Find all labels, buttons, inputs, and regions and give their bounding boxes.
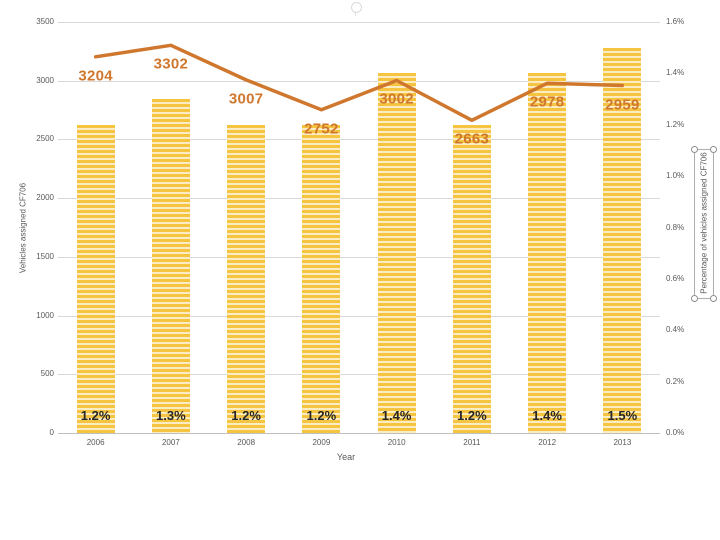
line-data-label: 3007 xyxy=(228,90,264,108)
selection-handle-top-left[interactable] xyxy=(691,146,698,153)
line-data-label: 2978 xyxy=(529,93,565,111)
right-axis-tick: 0.2% xyxy=(666,376,685,386)
right-axis-tick: 0.8% xyxy=(666,222,685,232)
bar-2011[interactable] xyxy=(452,124,491,433)
x-axis-title: Year xyxy=(336,452,356,462)
gridline xyxy=(58,256,660,258)
left-axis-tick: 0 xyxy=(49,428,54,437)
bar-percent-label: 1.3% xyxy=(156,408,186,423)
right-axis-tick: 1.2% xyxy=(666,119,685,129)
x-axis-category-label: 2013 xyxy=(613,438,632,447)
x-axis-category-label: 2011 xyxy=(463,438,481,447)
bar-percent-label: 1.2% xyxy=(80,408,111,423)
rotation-handle-stem xyxy=(355,12,356,16)
bar-2012[interactable] xyxy=(528,73,567,433)
line-data-label: 3302 xyxy=(153,55,189,73)
right-axis-tick: 0.0% xyxy=(666,428,685,437)
bar-2010[interactable] xyxy=(377,73,416,433)
line-data-label: 3204 xyxy=(78,67,113,85)
gridline xyxy=(58,374,660,376)
selection-handle-top-right[interactable] xyxy=(710,146,717,153)
rotation-handle-icon[interactable] xyxy=(351,2,362,13)
line-series[interactable] xyxy=(93,43,625,123)
left-axis-tick: 500 xyxy=(40,369,54,379)
gridline xyxy=(58,198,660,200)
x-axis-category-label: 2006 xyxy=(86,438,105,447)
left-axis-tick: 1500 xyxy=(36,251,54,261)
bar-percent-label: 1.2% xyxy=(306,408,337,423)
x-axis-category-label: 2008 xyxy=(237,438,256,447)
left-axis-tick: 2500 xyxy=(36,134,54,144)
bar-percent-label: 1.5% xyxy=(607,408,638,423)
x-axis-category-label: 2012 xyxy=(538,438,557,447)
x-axis-line xyxy=(58,433,660,434)
bar-percent-label: 1.4% xyxy=(532,408,562,423)
bar-2008[interactable] xyxy=(227,124,266,433)
right-axis-tick: 0.4% xyxy=(666,325,685,335)
line-data-label: 2959 xyxy=(605,96,640,114)
gridline xyxy=(58,80,660,82)
gridline xyxy=(58,139,660,141)
right-axis-title[interactable]: Percentage of vehicles assigned CF706 xyxy=(699,152,709,294)
left-axis-tick: 2000 xyxy=(36,193,54,203)
x-axis-category-label: 2010 xyxy=(387,438,406,447)
left-axis-tick: 3500 xyxy=(36,17,54,26)
gridline xyxy=(58,315,660,317)
right-axis-title-selection-box[interactable] xyxy=(691,146,717,302)
left-axis-tick: 3000 xyxy=(36,75,54,85)
x-axis-category-label: 2009 xyxy=(312,438,331,447)
left-axis-title: Vehicles assigned CF706 xyxy=(18,182,28,274)
bar-2009[interactable] xyxy=(302,124,341,433)
right-axis-tick: 1.6% xyxy=(666,17,685,26)
line-data-label: 3002 xyxy=(379,90,414,108)
bar-2013[interactable] xyxy=(603,47,642,433)
bar-percent-label: 1.2% xyxy=(457,408,487,423)
left-axis-tick: 1000 xyxy=(36,310,54,320)
bar-2006[interactable] xyxy=(76,124,115,433)
bar-percent-label: 1.4% xyxy=(381,408,412,423)
bar-percent-label: 1.2% xyxy=(231,408,261,423)
right-axis-tick: 0.6% xyxy=(666,273,685,283)
right-axis-tick: 1.4% xyxy=(666,68,685,78)
line-data-label: 2663 xyxy=(454,130,490,148)
selection-handle-bottom-left[interactable] xyxy=(691,295,698,302)
gridline xyxy=(58,22,660,23)
right-axis-tick: 1.0% xyxy=(666,171,685,181)
line-data-label: 2752 xyxy=(304,120,339,138)
x-axis-category-label: 2007 xyxy=(161,438,180,447)
selection-handle-bottom-right[interactable] xyxy=(710,295,717,302)
bar-2007[interactable] xyxy=(151,99,190,433)
